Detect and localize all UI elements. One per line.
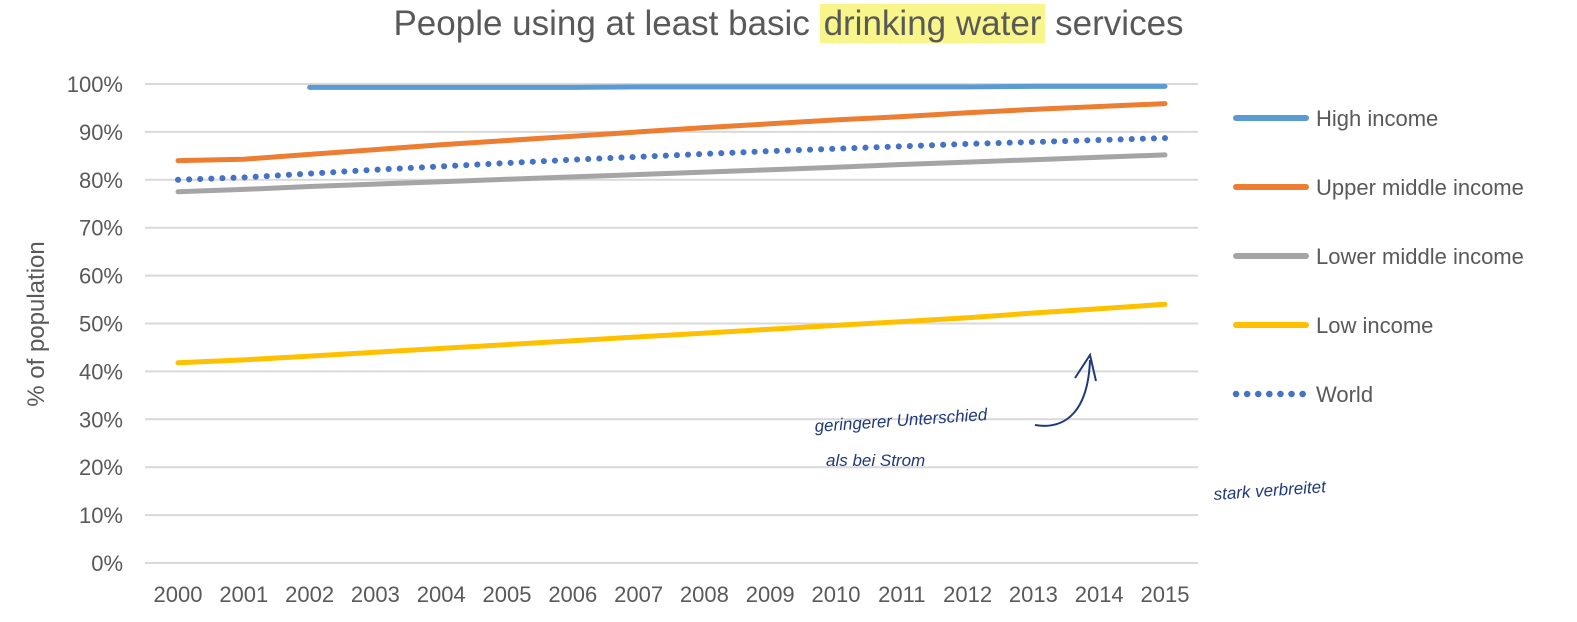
x-tick-label: 2010 [812,582,861,607]
handwritten-annotations: geringerer Unterschied als bei Strom sta… [814,352,1328,504]
x-tick-label: 2003 [351,582,400,607]
series-line [175,135,1168,183]
x-tick-label: 2000 [154,582,203,607]
legend-label: World [1316,382,1373,407]
x-tick-label: 2008 [680,582,729,607]
y-tick-label: 0% [91,551,123,576]
x-tick-label: 2015 [1141,582,1190,607]
x-tick-label: 2014 [1075,582,1124,607]
y-tick-label: 50% [79,312,123,337]
y-tick-label: 40% [79,359,123,384]
x-axis-ticks: 2000 2001 2002 2003 2004 2005 2006 2007 2008 2009… [154,582,1190,607]
y-tick-label: 100% [67,72,123,97]
series-line [307,83,1168,90]
series-lines [175,83,1168,366]
x-tick-label: 2006 [548,582,597,607]
chart-title-end: services [1045,4,1184,43]
chart-title-highlight: drinking water [819,4,1046,43]
annotation-text: geringerer Unterschied [814,405,988,436]
y-tick-label: 20% [79,455,123,480]
y-tick-label: 60% [79,264,123,289]
series-line [175,301,1168,366]
legend-label: High income [1316,106,1438,131]
annotation-arrowhead [1074,352,1097,382]
y-tick-label: 30% [79,407,123,432]
x-tick-label: 2004 [417,582,466,607]
x-tick-label: 2012 [943,582,992,607]
y-tick-label: 70% [79,216,123,241]
chart-title-start: People using at least basic [393,4,820,43]
y-tick-label: 10% [79,503,123,528]
series-line [175,152,1168,195]
y-tick-label: 90% [79,120,123,145]
annotation-arrow [1034,359,1091,427]
legend-label: Lower middle income [1316,244,1524,269]
series-line [175,101,1168,164]
x-tick-label: 2013 [1009,582,1058,607]
x-tick-label: 2007 [614,582,663,607]
legend-label: Upper middle income [1316,175,1524,200]
x-tick-label: 2001 [219,582,268,607]
annotation-text: stark verbreitet [1213,477,1328,504]
x-tick-label: 2011 [878,582,925,607]
y-axis-label: % of population [23,241,50,406]
chart-title: People using at least basic drinking wat… [0,4,1577,44]
legend: High income Upper middle income Lower midd… [1232,106,1524,407]
annotation-text: als bei Strom [826,451,925,470]
y-tick-label: 80% [79,168,123,193]
x-tick-label: 2009 [746,582,795,607]
x-tick-label: 2005 [483,582,532,607]
legend-label: Low income [1316,313,1433,338]
y-axis-ticks: 0% 10% 20% 30% 40% 50% 60% 70% 80% 90% 100% [67,72,123,576]
x-tick-label: 2002 [285,582,334,607]
